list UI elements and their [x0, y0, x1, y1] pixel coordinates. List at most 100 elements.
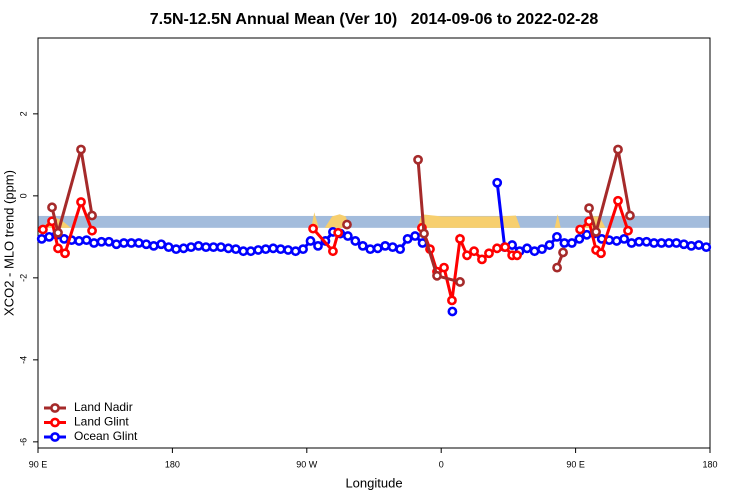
- y-tick-label: -2: [18, 274, 28, 282]
- data-point: [230, 244, 241, 255]
- data-point: [380, 240, 391, 251]
- data-point: [591, 227, 601, 237]
- data-point: [275, 244, 286, 255]
- data-point: [552, 231, 562, 242]
- y-tick-label: 2: [18, 111, 28, 116]
- data-point: [584, 203, 594, 214]
- legend-marker: [50, 417, 60, 428]
- data-point: [455, 233, 465, 244]
- data-point: [641, 236, 652, 247]
- data-point: [678, 239, 689, 250]
- legend-label: Land Glint: [74, 415, 129, 429]
- data-point: [53, 243, 63, 254]
- data-point: [38, 224, 48, 235]
- data-point: [500, 242, 511, 252]
- shading-area: [554, 214, 561, 228]
- data-point: [566, 238, 577, 248]
- data-point: [387, 242, 398, 252]
- data-point: [141, 239, 152, 250]
- data-point: [350, 236, 361, 246]
- data-point: [342, 231, 353, 241]
- x-tick-label: 180: [702, 459, 717, 469]
- data-point: [619, 233, 630, 244]
- data-point: [148, 240, 159, 251]
- data-point: [552, 262, 562, 273]
- data-point: [53, 227, 63, 238]
- data-point: [575, 224, 585, 235]
- data-point: [133, 238, 144, 248]
- data-point: [693, 240, 704, 250]
- y-tick-label: -6: [18, 438, 28, 446]
- data-point: [626, 238, 637, 248]
- data-point: [171, 244, 182, 255]
- shading-area: [417, 214, 521, 228]
- data-point: [208, 242, 219, 252]
- data-point: [59, 233, 70, 244]
- data-point: [186, 242, 196, 252]
- data-point: [193, 240, 204, 251]
- data-point: [439, 262, 449, 273]
- data-point: [613, 195, 623, 206]
- data-point: [118, 238, 129, 248]
- data-point: [512, 250, 522, 261]
- x-tick-label: 0: [439, 459, 444, 469]
- data-point: [522, 243, 532, 254]
- data-point: [163, 242, 174, 252]
- data-point: [260, 244, 271, 255]
- y-tick-label: 0: [18, 193, 28, 198]
- data-point: [432, 270, 442, 281]
- x-tick-label: 90 E: [29, 459, 48, 469]
- data-point: [447, 295, 457, 306]
- reference-band: [38, 215, 710, 228]
- data-point: [559, 238, 570, 248]
- data-point: [477, 254, 487, 265]
- data-point: [313, 240, 323, 251]
- data-point: [74, 236, 84, 246]
- data-point: [201, 242, 211, 252]
- data-point: [96, 236, 107, 247]
- legend-marker: [50, 403, 60, 413]
- data-point: [104, 236, 114, 247]
- data-point: [60, 248, 70, 259]
- data-point: [87, 210, 97, 221]
- data-point: [634, 236, 644, 247]
- x-axis-label: Longitude: [345, 475, 402, 490]
- data-point: [664, 238, 674, 248]
- data-point: [492, 177, 503, 188]
- data-point: [372, 243, 383, 254]
- data-point: [216, 242, 226, 252]
- data-point: [283, 245, 294, 255]
- legend-label: Land Nadir: [74, 400, 133, 414]
- plot-frame: [37, 37, 711, 449]
- legend-label: Ocean Glint: [74, 429, 138, 443]
- data-point: [625, 210, 635, 221]
- legend-marker: [50, 432, 60, 442]
- data-point: [492, 243, 502, 254]
- data-point: [365, 244, 376, 255]
- data-point: [671, 238, 682, 248]
- data-point: [44, 231, 55, 242]
- y-axis-label: XCO2 - MLO trend (ppm): [1, 170, 16, 316]
- data-point: [455, 277, 465, 287]
- chart-title: 7.5N-12.5N Annual Mean (Ver 10) 2014-09-…: [150, 11, 599, 28]
- data-point: [238, 246, 249, 257]
- x-tick-label: 180: [165, 459, 180, 469]
- data-point: [574, 233, 585, 244]
- data-point: [81, 235, 92, 246]
- data-point: [308, 223, 318, 234]
- data-point: [462, 250, 472, 261]
- data-point: [87, 225, 97, 236]
- series-line: [50, 149, 632, 284]
- data-point: [76, 197, 86, 207]
- data-point: [47, 202, 57, 213]
- data-point: [656, 238, 667, 248]
- x-tick-label: 90 E: [566, 459, 585, 469]
- data-point: [613, 144, 623, 155]
- data-point: [611, 236, 622, 246]
- data-point: [357, 240, 368, 251]
- x-tick-label: 90 W: [296, 459, 318, 469]
- data-point: [419, 228, 429, 239]
- data-point: [298, 244, 308, 255]
- data-point: [410, 231, 420, 241]
